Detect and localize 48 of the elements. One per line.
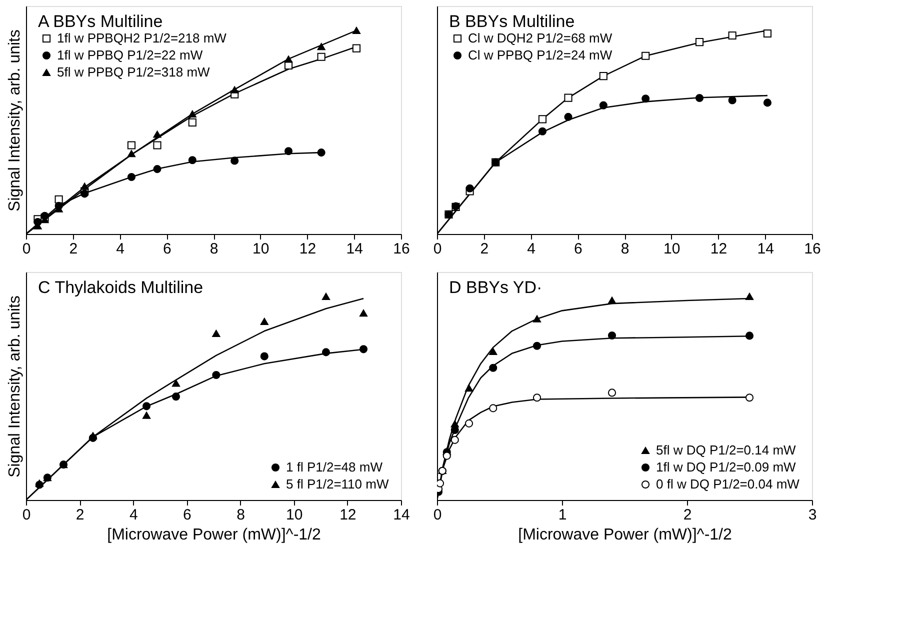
x-tick-label: 10 bbox=[286, 506, 303, 524]
x-tick-label: 0 bbox=[433, 506, 442, 524]
x-axis-title: [Microwave Power (mW)]^-1/2 bbox=[107, 526, 321, 544]
x-tick-label: 2 bbox=[480, 240, 489, 258]
x-tick-label: 2 bbox=[69, 240, 78, 258]
x-tick-label: 1 bbox=[558, 506, 567, 524]
legend-label: Cl w DQH2 P1/2=68 mW bbox=[468, 30, 613, 46]
legend-label: 1fl w DQ P1/2=0.09 mW bbox=[656, 460, 797, 474]
x-axis-title: [Microwave Power (mW)]^-1/2 bbox=[518, 526, 732, 544]
x-tick-label: 12 bbox=[340, 506, 356, 524]
x-tick-label: 10 bbox=[252, 240, 270, 258]
x-tick-label: 2 bbox=[76, 506, 84, 524]
x-tick-label: 8 bbox=[620, 240, 630, 258]
x-tick-label: 6 bbox=[162, 240, 172, 258]
x-tick-label: 3 bbox=[808, 506, 817, 524]
x-tick-label: 6 bbox=[183, 506, 192, 524]
x-tick-label: 16 bbox=[393, 240, 410, 258]
x-tick-label: 10 bbox=[664, 240, 680, 258]
x-tick-label: 8 bbox=[236, 506, 245, 524]
x-tick-label: 8 bbox=[210, 240, 218, 258]
legend-label: 5fl w DQ P1/2=0.14 mW bbox=[656, 442, 797, 458]
x-tick-label: 16 bbox=[804, 240, 821, 258]
x-tick-label: 0 bbox=[22, 240, 31, 258]
legend-label: 5 fl P1/2=110 mW bbox=[286, 476, 390, 492]
x-tick-label: 6 bbox=[574, 240, 582, 258]
x-tick-label: 2 bbox=[683, 506, 692, 524]
legend-label: 0 fl w DQ P1/2=0.04 mW bbox=[656, 476, 800, 492]
x-tick-label: 4 bbox=[129, 506, 138, 524]
x-tick-label: 12 bbox=[710, 240, 728, 258]
x-tick-label: 0 bbox=[433, 240, 442, 258]
legend-label: 1 fl P1/2=48 mW bbox=[286, 460, 384, 474]
chart-title: B BBYs Multiline bbox=[449, 12, 575, 31]
x-tick-label: 14 bbox=[393, 506, 410, 524]
y-axis-title: Signal Intensity, arb. units bbox=[6, 29, 24, 212]
x-tick-label: 4 bbox=[116, 240, 124, 258]
legend-label: Cl w PPBQ P1/2=24 mW bbox=[468, 48, 613, 62]
chart-title: D BBYs YD· bbox=[449, 278, 542, 297]
legend-label: 1fl w PPBQ P1/2=22 mW bbox=[57, 48, 204, 62]
y-axis-title: Signal Intensity, arb. units bbox=[6, 295, 24, 478]
legend-label: 1fl w PPBQH2 P1/2=218 mW bbox=[57, 30, 228, 46]
x-tick-label: 0 bbox=[22, 506, 31, 524]
x-tick-label: 12 bbox=[299, 240, 316, 258]
x-tick-label: 4 bbox=[527, 240, 536, 258]
chart-title: A BBYs Multiline bbox=[38, 12, 163, 31]
x-tick-label: 14 bbox=[757, 240, 774, 258]
chart-title: C Thylakoids Multiline bbox=[38, 278, 204, 297]
legend-label: 5fl w PPBQ P1/2=318 mW bbox=[57, 64, 211, 80]
x-tick-label: 14 bbox=[346, 240, 363, 258]
